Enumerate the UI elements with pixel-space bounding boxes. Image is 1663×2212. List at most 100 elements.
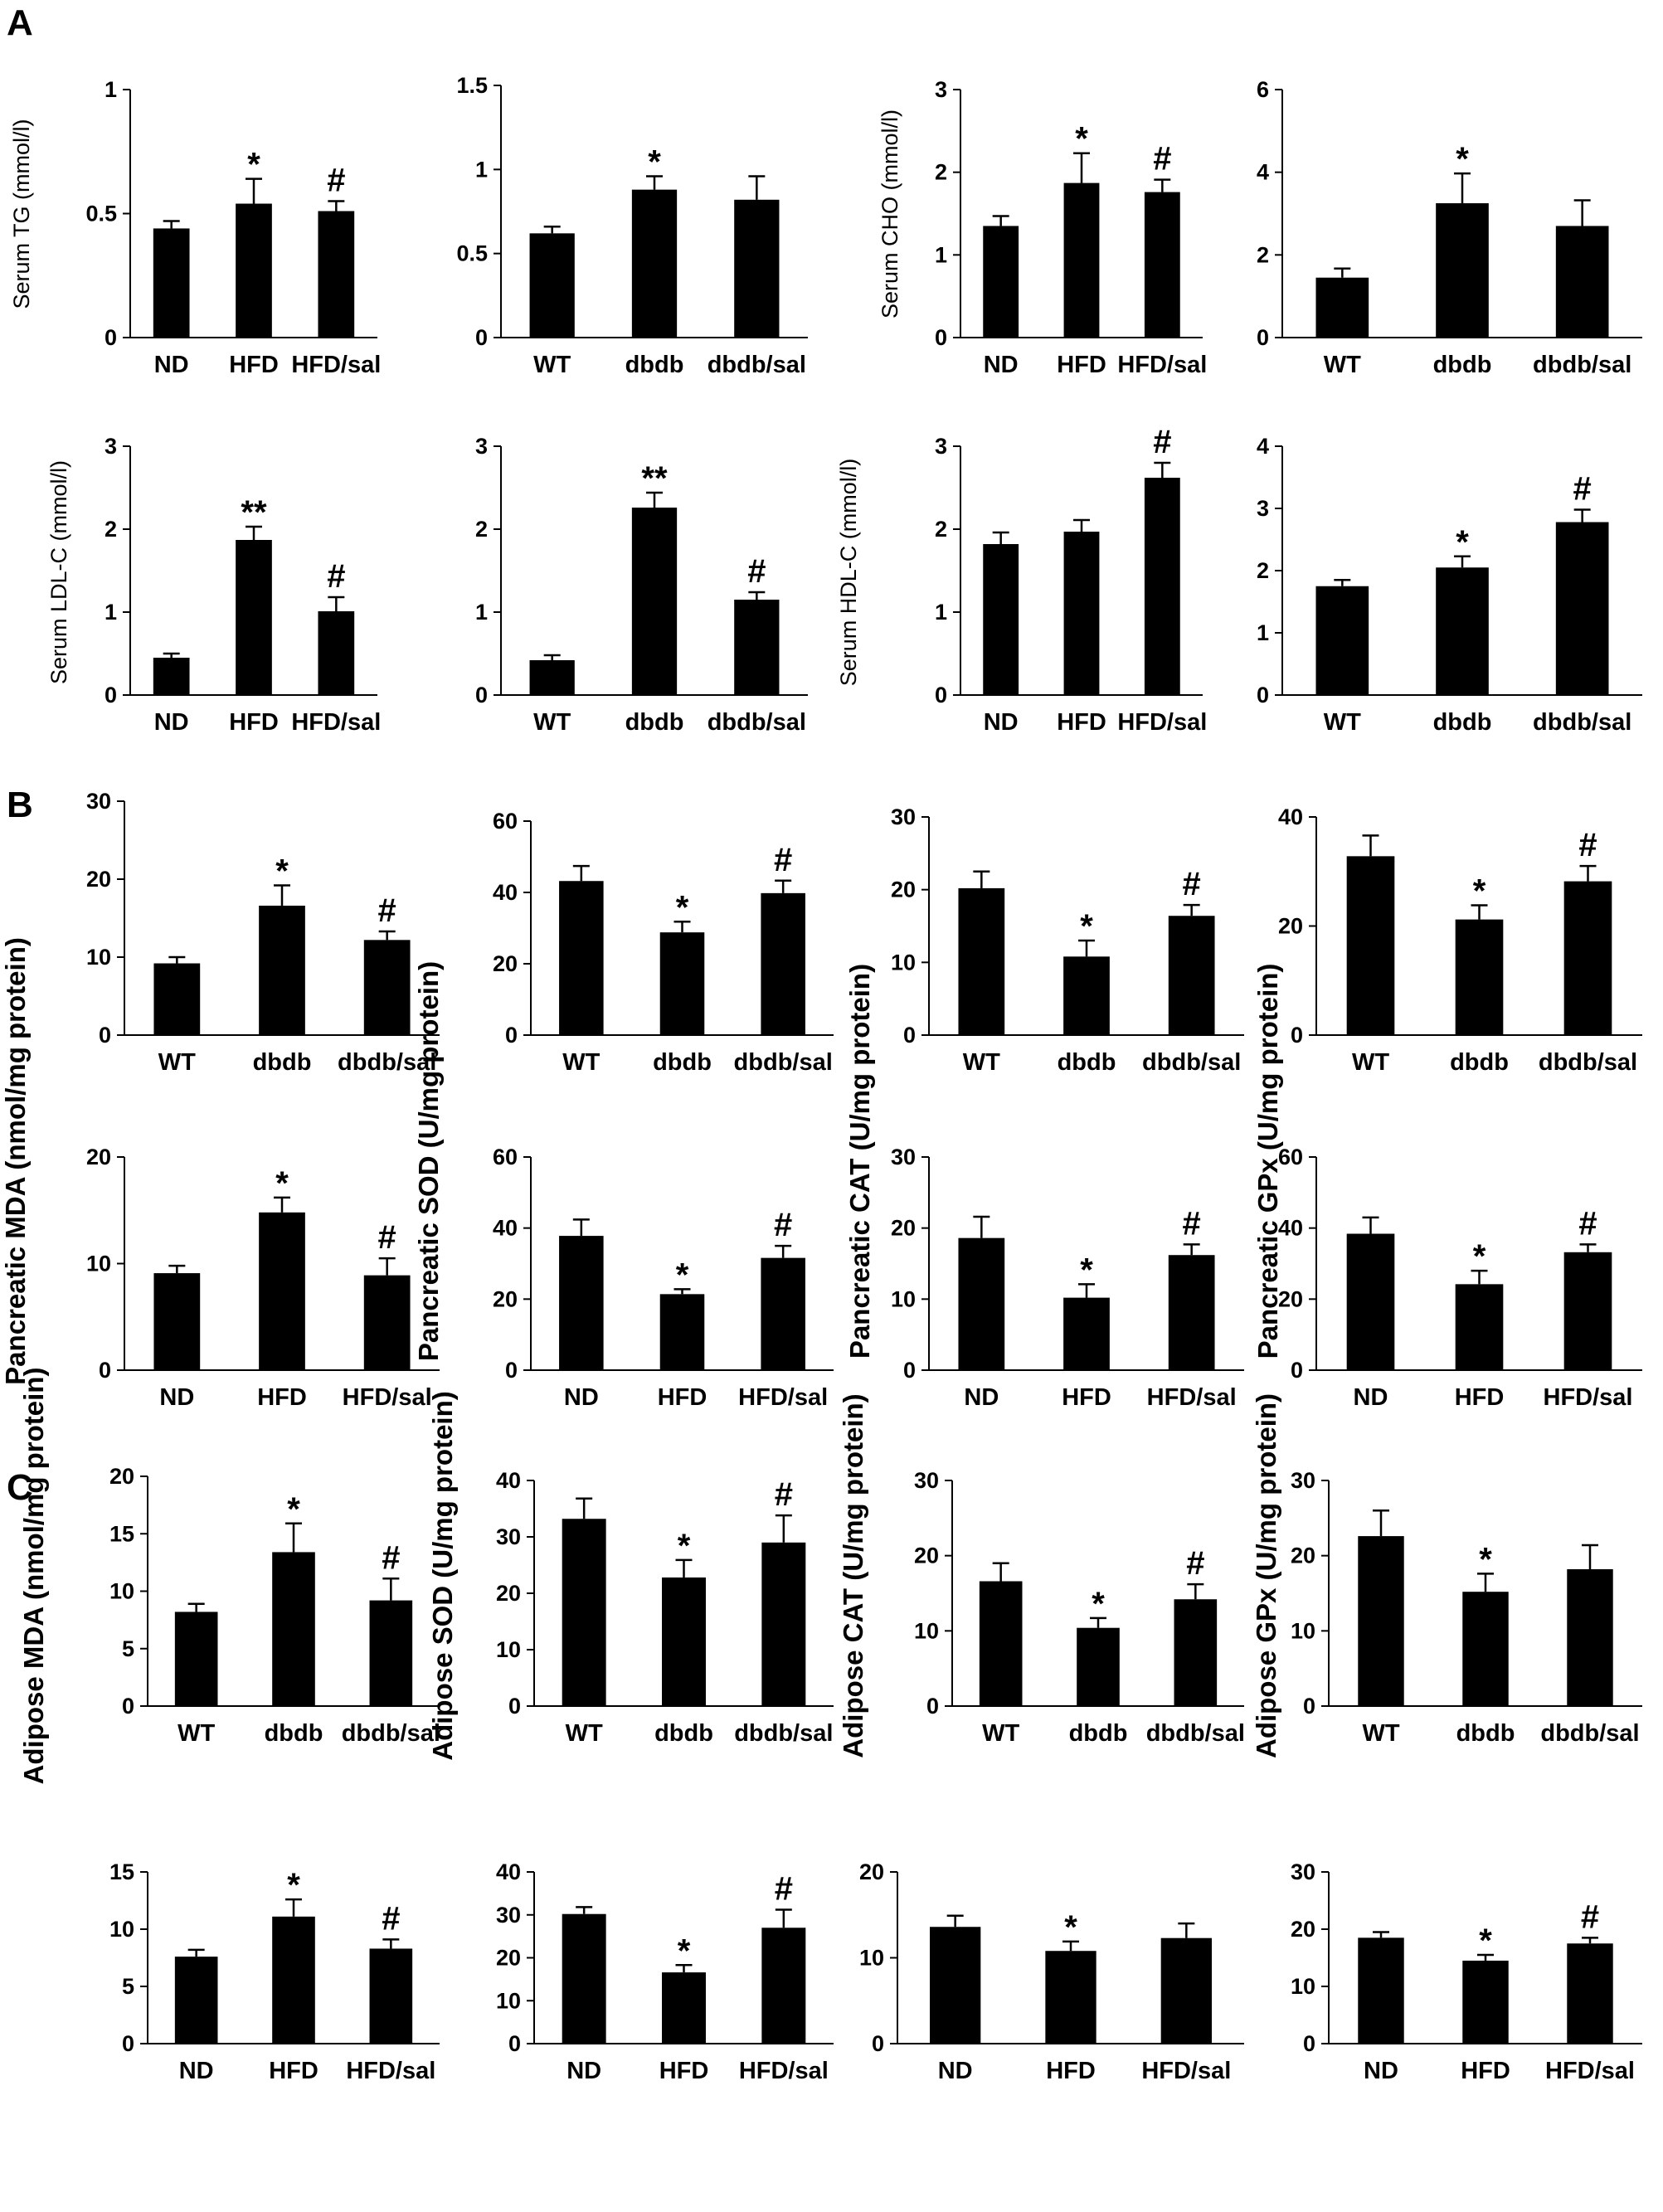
bar	[1315, 586, 1369, 695]
y-tick-label: 40	[1278, 805, 1303, 829]
bar	[363, 940, 411, 1035]
bar	[1462, 1592, 1509, 1706]
y-axis-label: Pancreatic MDA (nmol/mg protein)	[0, 937, 31, 1385]
bar	[1144, 478, 1180, 695]
chart-13: 0 10 20 ND * HFD # HFD/sal Pancreatic MDA (nmol/…	[0, 937, 440, 1411]
y-axis-label: Serum TG (mmol/l)	[9, 119, 34, 309]
category-label: ND	[938, 2058, 973, 2084]
bar	[1567, 1943, 1613, 2044]
bar	[659, 932, 705, 1035]
category-label: dbdb	[265, 1720, 323, 1747]
bar	[529, 233, 575, 338]
bar	[153, 658, 190, 695]
category-label: HFD/sal	[1147, 1384, 1237, 1411]
bar	[559, 1236, 604, 1370]
chart-11: 0 10 20 30 WT * dbdb # dbdb/sal	[891, 805, 1244, 1076]
bar	[1168, 916, 1215, 1035]
category-label: ND	[159, 1384, 194, 1411]
y-tick-label: 20	[891, 1216, 916, 1241]
significance-marker: *	[1064, 1909, 1077, 1946]
y-tick-label: 0	[1257, 325, 1269, 350]
bar	[761, 1257, 805, 1370]
significance-marker: #	[378, 892, 396, 929]
y-tick-label: 2	[1257, 558, 1269, 583]
chart-1: 0 0.5 1 ND * HFD # HFD/sal Serum TG (mmol/l)	[9, 77, 381, 378]
category-label: WT	[963, 1049, 1000, 1076]
bar	[761, 1928, 806, 2044]
bar	[1436, 567, 1489, 695]
category-label: WT	[158, 1049, 196, 1076]
category-label: WT	[1324, 709, 1361, 736]
category-label: dbdb	[625, 709, 684, 736]
category-label: dbdb/sal	[708, 709, 806, 736]
y-tick-label: 40	[493, 880, 518, 905]
significance-marker: #	[1153, 424, 1171, 460]
bar	[983, 544, 1019, 695]
y-tick-label: 20	[496, 1946, 521, 1971]
y-tick-label: 1	[1257, 620, 1269, 645]
bar	[318, 211, 355, 338]
bar	[1063, 1297, 1110, 1370]
category-label: ND	[564, 1384, 599, 1411]
significance-marker: *	[1479, 1541, 1492, 1578]
category-label: dbdb	[1069, 1720, 1128, 1747]
category-label: ND	[984, 709, 1019, 736]
category-label: HFD	[1057, 352, 1106, 378]
y-tick-label: 6	[1257, 77, 1269, 102]
bar	[1063, 532, 1100, 695]
significance-marker: #	[1186, 1545, 1204, 1582]
y-tick-label: 0	[935, 683, 947, 707]
y-tick-label: 5	[122, 1974, 134, 1999]
category-label: dbdb/sal	[1533, 709, 1631, 736]
bar	[369, 1948, 413, 2044]
y-tick-label: 0	[99, 1358, 111, 1383]
chart-20: 0 10 20 30 WT * dbdb dbdb/sal	[1291, 1468, 1642, 1747]
y-tick-label: 5	[122, 1636, 134, 1661]
category-label: HFD	[229, 352, 279, 378]
y-tick-label: 0.5	[85, 202, 117, 226]
bar	[1567, 1568, 1613, 1706]
chart-21: 0 5 10 15 ND * HFD # HFD/sal Adipose MDA (nmol/mg…	[18, 1368, 440, 2084]
chart-17: 0 5 10 15 20 WT * dbdb # dbdb/sal	[109, 1464, 440, 1747]
y-tick-label: 0	[475, 325, 488, 350]
significance-marker: #	[775, 1476, 793, 1513]
y-tick-label: 30	[891, 805, 916, 829]
significance-marker: #	[1581, 1898, 1599, 1935]
bar	[153, 1273, 201, 1370]
significance-marker: *	[287, 1491, 300, 1528]
category-label: dbdb/sal	[734, 1720, 833, 1747]
bar	[1462, 1960, 1509, 2044]
chart-4: 0 2 4 6 WT * dbdb dbdb/sal	[1257, 77, 1642, 378]
chart-6: 0 1 2 3 WT ** dbdb # dbdb/sal	[475, 434, 808, 736]
category-label: ND	[1364, 2058, 1398, 2084]
y-tick-label: 2	[1257, 242, 1269, 267]
significance-marker: #	[382, 1539, 400, 1576]
bar	[1358, 1937, 1404, 2044]
bar	[363, 1275, 411, 1370]
chart-23: 0 10 20 ND * HFD HFD/sal Adipose CAT (U/mg prot…	[838, 1393, 1244, 2084]
category-label: dbdb	[653, 1049, 712, 1076]
significance-marker: #	[774, 1207, 792, 1243]
y-tick-label: 3	[105, 434, 117, 459]
significance-marker: *	[1080, 1252, 1093, 1288]
category-label: HFD/sal	[1141, 2058, 1231, 2084]
bar	[272, 1916, 315, 2044]
chart-2: 0 0.5 1 1.5 WT * dbdb dbdb/sal	[456, 73, 808, 378]
category-label: dbdb/sal	[342, 1720, 440, 1747]
y-tick-label: 20	[109, 1464, 134, 1489]
bar	[958, 1237, 1005, 1370]
y-tick-label: 30	[86, 789, 111, 814]
bar	[1436, 203, 1489, 338]
category-label: HFD	[1461, 2058, 1510, 2084]
chart-5: 0 1 2 3 ND ** HFD # HFD/sal Serum LDL-C (mmol/l)	[46, 434, 381, 736]
bar	[236, 203, 272, 338]
chart-19: 0 10 20 30 WT * dbdb # dbdb/sal	[914, 1468, 1245, 1747]
bar	[983, 226, 1019, 338]
bar	[662, 1972, 706, 2044]
panel-letter-b: B	[7, 785, 33, 825]
y-tick-label: 0	[1257, 683, 1269, 707]
category-label: dbdb	[1058, 1049, 1116, 1076]
bar	[761, 892, 805, 1035]
y-tick-label: 20	[914, 1544, 939, 1568]
y-tick-label: 40	[496, 1860, 521, 1884]
